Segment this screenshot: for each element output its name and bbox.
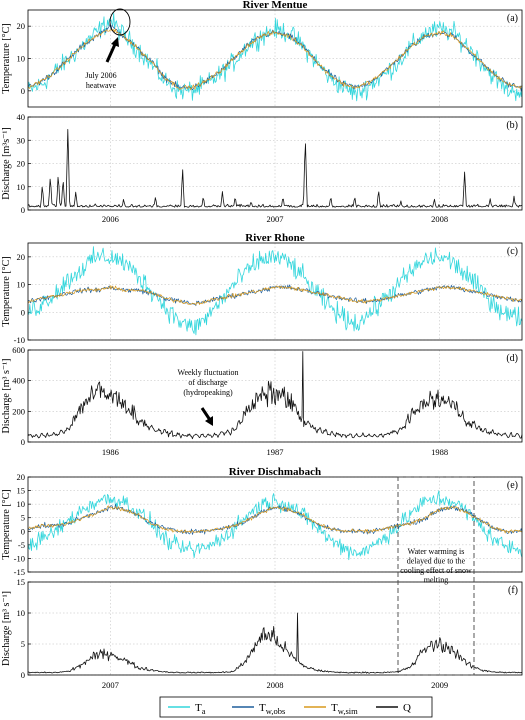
discharge-ylabel: Discharge [m³ s⁻¹] — [1, 591, 12, 666]
year-tick-label: 2007 — [267, 214, 284, 224]
hydropeaking-arrow — [200, 407, 212, 421]
year-tick-label: 2009 — [431, 680, 448, 690]
river-block-0: River Mentue 0 10 20 (a) Temperature [°C] July… — [1, 0, 523, 224]
temperature-panel: -10 0 10 20 (c) Temperature [°C] — [1, 242, 523, 345]
temperature-ytick-label: 0 — [21, 86, 25, 96]
panel-label: (f) — [508, 585, 518, 596]
temperature-panel: 0 10 20 (a) Temperature [°C] July 2006 heatwav… — [1, 8, 523, 108]
discharge-panel: 0 200 400 600 (d) Discharge [m³ s⁻¹] Weekly fl… — [1, 345, 523, 447]
panel-label: (b) — [506, 120, 518, 131]
series-line-ta — [27, 490, 523, 561]
legend-label-tw_obs: Tw,obs — [259, 702, 285, 716]
temperature-ytick-label: -5 — [18, 540, 25, 550]
series-line-tw_sim — [27, 505, 523, 534]
series-line-q — [27, 129, 523, 208]
discharge-ytick-label: 0 — [21, 437, 25, 447]
temperature-frame — [27, 9, 523, 108]
temperature-ytick-label: -10 — [14, 553, 25, 563]
discharge-ytick-label: 200 — [12, 406, 25, 416]
discharge-ytick-label: 30 — [17, 135, 26, 145]
heatwave-annotation: July 2006 heatwave — [85, 71, 116, 90]
year-tick-label: 2006 — [102, 214, 119, 224]
heatwave-arrowhead — [111, 37, 119, 47]
year-tick-label: 2008 — [431, 214, 448, 224]
discharge-ytick-label: 5 — [21, 639, 25, 649]
discharge-ytick-label: 10 — [17, 182, 26, 192]
panel-label: (e) — [507, 480, 518, 491]
year-tick-label: 2008 — [267, 680, 284, 690]
year-tick-label: 2007 — [102, 680, 119, 690]
temperature-ytick-label: -15 — [14, 567, 25, 577]
discharge-ytick-label: 0 — [21, 670, 25, 680]
heatwave-arrow — [105, 41, 118, 63]
discharge-frame — [27, 349, 523, 443]
temperature-frame — [27, 242, 523, 341]
series-line-tw_sim — [27, 28, 523, 91]
series-line-tw_sim — [27, 285, 523, 306]
series-line-q — [27, 351, 523, 440]
temperature-ytick-label: 10 — [17, 499, 26, 509]
temperature-ytick-label: -10 — [14, 335, 25, 345]
discharge-frame — [27, 581, 523, 676]
discharge-ytick-label: 0 — [21, 205, 25, 215]
temperature-ytick-label: 15 — [17, 486, 26, 496]
discharge-panel: 0 5 10 15 (f) Discharge [m³ s⁻¹] — [1, 577, 523, 680]
heatwave-circle — [109, 8, 131, 36]
river-block-1: River Rhone -10 0 10 20 (c) Temperature [°C] 0 2… — [1, 232, 523, 457]
temperature-ytick-label: 20 — [17, 472, 26, 482]
panel-label: (c) — [507, 246, 518, 257]
river-title: River Rhone — [245, 232, 304, 244]
legend-box — [159, 696, 433, 718]
snowmelt-annotation: Water warming is delayed due to the coolin… — [400, 547, 472, 585]
temperature-ytick-label: 10 — [17, 54, 26, 64]
discharge-ytick-label: 600 — [12, 345, 25, 355]
discharge-frame — [27, 116, 523, 211]
series-line-tw_obs — [27, 503, 523, 535]
river-title: River Dischmabach — [229, 466, 321, 478]
discharge-panel: 0 10 20 30 40 (b) Discharge [m³s⁻¹] — [1, 112, 523, 215]
discharge-ytick-label: 400 — [12, 376, 25, 386]
series-line-ta — [27, 246, 523, 336]
discharge-ytick-label: 40 — [17, 112, 26, 122]
hydropeaking-arrowhead — [205, 416, 213, 426]
temperature-panel: -15 -10 -5 0 5 10 15 20 (e) Temperature [°C] — [1, 472, 523, 577]
hydropeaking-annotation: Weekly fluctuation of discharge (hydropeak… — [178, 368, 239, 397]
temperature-ytick-label: 20 — [17, 252, 26, 262]
temperature-ytick-label: 10 — [17, 280, 26, 290]
temperature-ytick-label: 0 — [21, 526, 25, 536]
discharge-ylabel: Discharge [m³s⁻¹] — [1, 127, 12, 199]
temperature-ylabel: Temperature [°C] — [1, 23, 12, 93]
year-tick-label: 1987 — [267, 447, 284, 457]
panel-label: (a) — [507, 13, 518, 24]
river-title: River Mentue — [243, 0, 308, 11]
legend: Ta Tw,obs Tw,sim Q — [159, 696, 433, 718]
discharge-ytick-label: 15 — [17, 577, 26, 587]
discharge-ytick-label: 10 — [17, 608, 26, 618]
snowmelt-box — [397, 476, 475, 676]
legend-label-ta: Ta — [195, 702, 206, 716]
temperature-ytick-label: 5 — [21, 513, 25, 523]
panel-label: (d) — [506, 353, 518, 364]
year-tick-label: 1986 — [102, 447, 119, 457]
legend-label-q: Q — [403, 702, 411, 714]
series-line-q — [27, 612, 523, 674]
temperature-ytick-label: 0 — [21, 307, 25, 317]
river-block-2: River Dischmabach -15 -10 -5 0 5 10 15 20 (e) Temp… — [1, 466, 523, 690]
discharge-ylabel: Discharge [m³ s⁻¹] — [1, 359, 12, 434]
temperature-frame — [27, 476, 523, 573]
legend-label-tw_sim: Tw,sim — [331, 702, 358, 716]
temperature-ylabel: Temperature [°C] — [1, 256, 12, 326]
discharge-ytick-label: 20 — [17, 159, 26, 169]
series-line-tw_obs — [27, 284, 523, 307]
temperature-ylabel: Temperature [°C] — [1, 489, 12, 559]
temperature-ytick-label: 20 — [17, 21, 26, 31]
year-tick-label: 1988 — [431, 447, 448, 457]
